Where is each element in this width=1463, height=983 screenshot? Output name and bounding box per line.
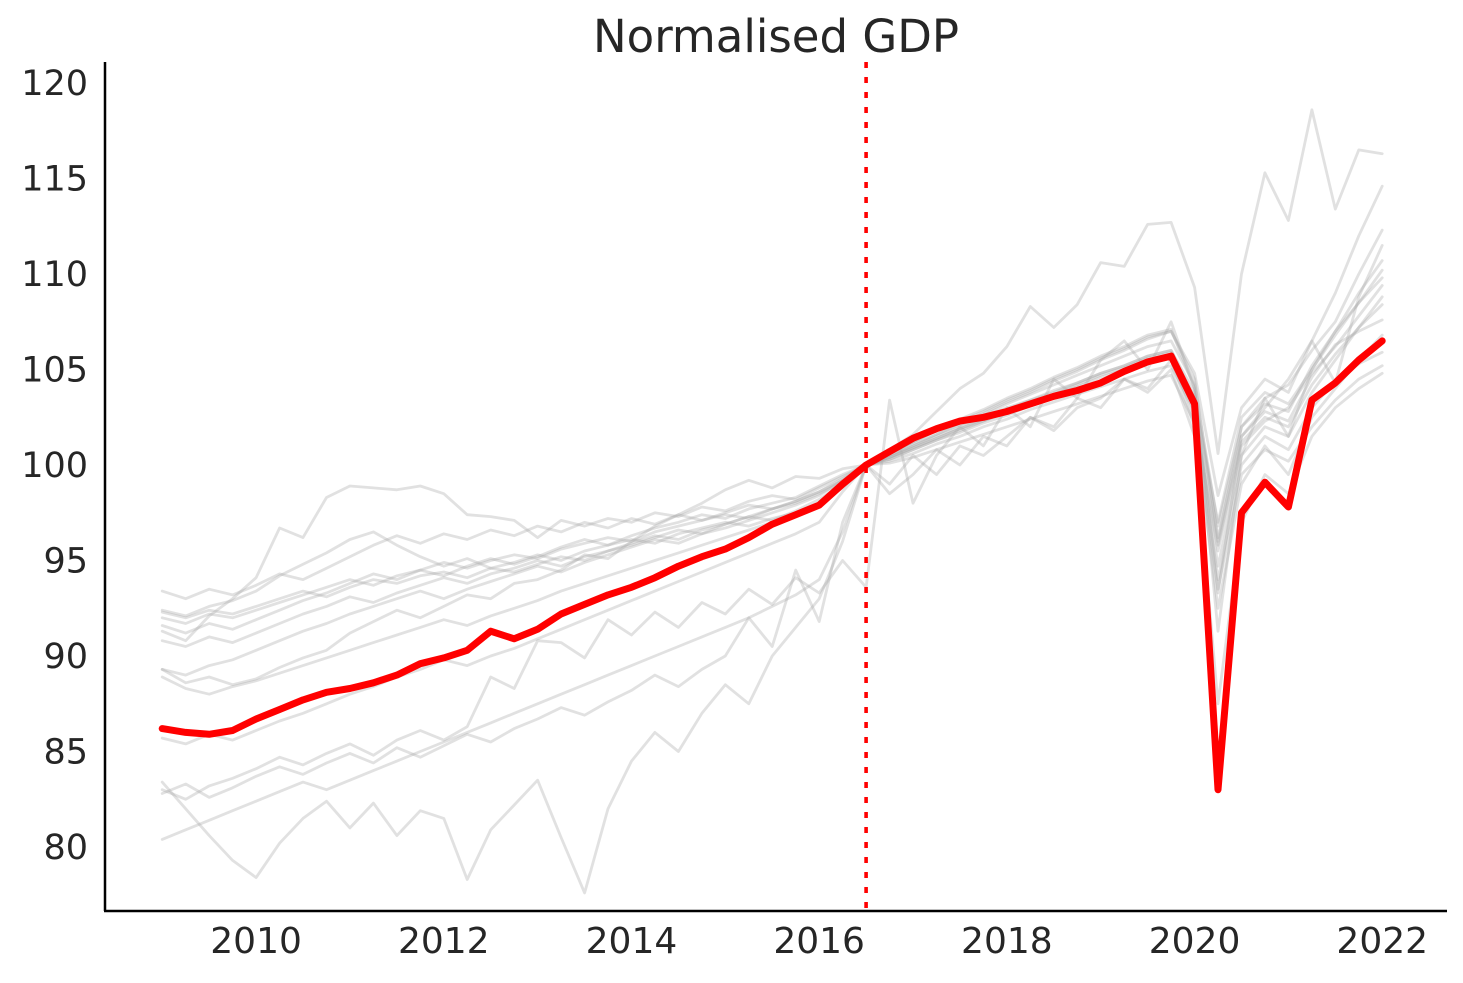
y-tick-label: 90 — [43, 637, 88, 677]
x-tick-label: 2018 — [961, 921, 1053, 962]
line-gray-01 — [160, 108, 1384, 687]
line-gray-14 — [160, 364, 1384, 841]
line-gray-13 — [160, 333, 1384, 799]
line-gray-15 — [160, 368, 1384, 895]
line-gray-12 — [160, 276, 1384, 801]
line-gray-02 — [160, 184, 1384, 620]
y-tick-label: 110 — [21, 255, 88, 295]
x-tick-label: 2010 — [210, 921, 302, 962]
y-tick-label: 120 — [21, 64, 88, 104]
line-highlighted — [158, 337, 1386, 794]
y-tick-label: 115 — [21, 160, 88, 200]
y-tick-label: 85 — [43, 733, 88, 773]
y-tick-label: 95 — [43, 542, 88, 582]
x-tick-label: 2012 — [398, 921, 490, 962]
chart-title: Normalised GDP — [593, 10, 959, 63]
x-tick-label: 2016 — [773, 921, 865, 962]
x-tick-label: 2014 — [586, 921, 678, 962]
x-tick-label: 2020 — [1149, 921, 1241, 962]
x-tick-label: 2022 — [1336, 921, 1428, 962]
line-gray-03 — [160, 228, 1384, 643]
y-tick-label: 105 — [21, 351, 88, 391]
y-tick-label: 100 — [21, 446, 88, 486]
line-gray-08 — [160, 259, 1384, 648]
y-tick-label: 80 — [43, 828, 88, 868]
line-gray-07 — [160, 243, 1384, 635]
line-gray-11 — [160, 350, 1384, 746]
